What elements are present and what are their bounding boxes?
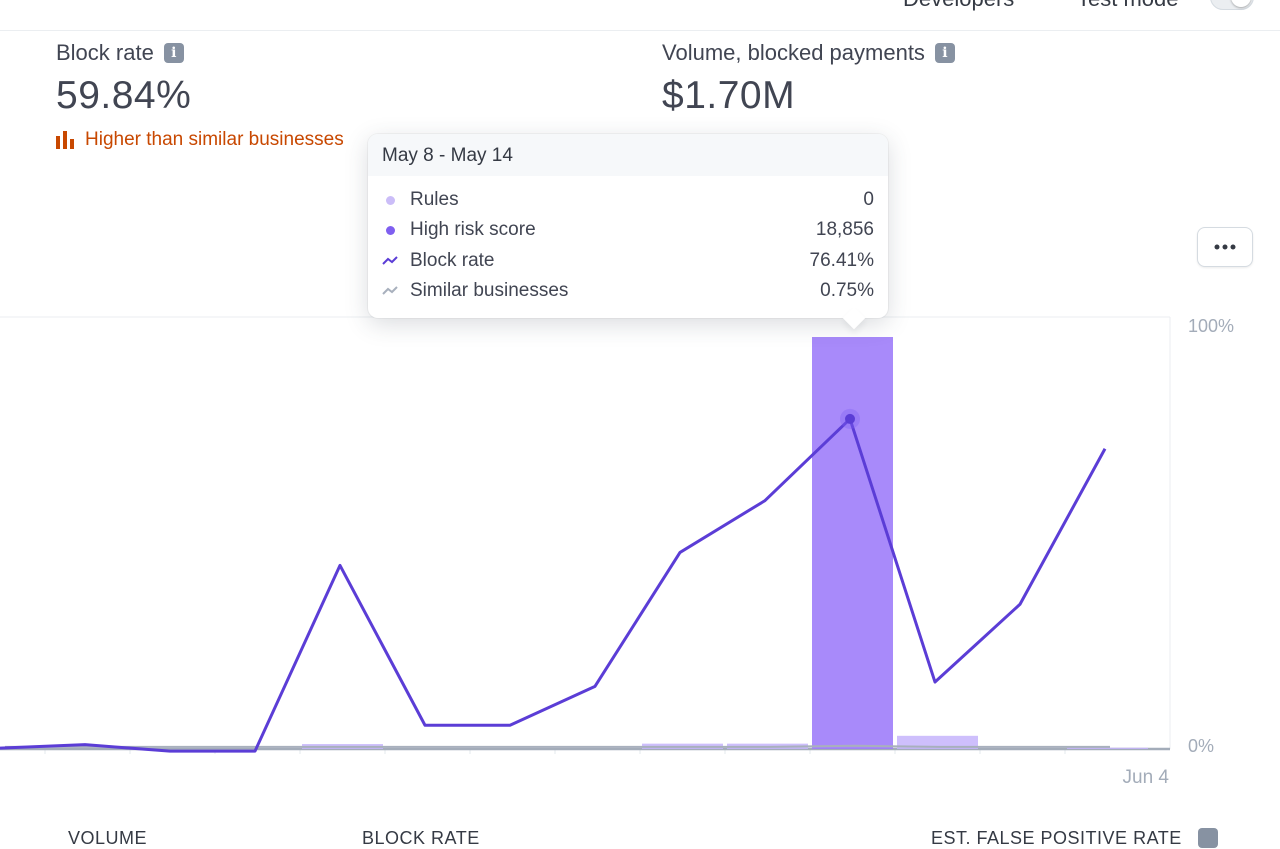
developers-link[interactable]: Developers (903, 0, 1014, 12)
more-options-button[interactable] (1197, 227, 1253, 267)
tooltip-row-label: Rules (410, 189, 459, 211)
rules-dot-icon (382, 195, 398, 205)
high-risk-dot-icon (382, 225, 398, 235)
tooltip-row-label: Similar businesses (410, 280, 569, 302)
volume-blocked-value: $1.70M (662, 74, 796, 117)
bar-chart-icon (56, 131, 74, 149)
info-icon[interactable]: i (934, 43, 955, 63)
similar-businesses-line (5, 744, 1110, 748)
tooltip-row-high-risk: High risk score 18,856 (368, 215, 888, 245)
test-mode-label: Test mode (1077, 0, 1179, 12)
comparison-text: Higher than similar businesses (85, 129, 344, 150)
volume-blocked-metric: Volume, blocked payments i $1.70M (662, 40, 955, 118)
ellipsis-icon (1214, 244, 1236, 250)
tooltip-row-value: 76.41% (809, 249, 874, 271)
tooltip-row-value: 0 (863, 189, 874, 211)
block-rate-metric: Block rate i 59.84% (56, 40, 191, 118)
top-bar: Developers Test mode (0, 0, 1280, 31)
chart-tooltip: May 8 - May 14 Rules 0 High risk score 1… (368, 134, 888, 330)
tooltip-row-rules: Rules 0 (368, 185, 888, 215)
y-axis-label-top: 100% (1188, 316, 1234, 336)
info-icon[interactable] (1198, 828, 1218, 848)
chart-grid (0, 316, 1171, 754)
y-axis-label-bottom: 0% (1188, 736, 1214, 756)
volume-bar (1067, 747, 1148, 749)
tooltip-row-similar: Similar businesses 0.75% (368, 276, 888, 306)
block-rate-label-row: Block rate i (56, 40, 191, 66)
x-axis-label-jun4: Jun 4 (1123, 767, 1170, 788)
comparison-note: Higher than similar businesses (55, 129, 344, 151)
tooltip-row-value: 18,856 (815, 219, 874, 241)
volume-bar (812, 337, 893, 749)
block-rate-line-icon (382, 256, 398, 266)
block-rate-label: Block rate (56, 40, 154, 65)
tooltip-row-value: 0.75% (820, 280, 874, 302)
volume-blocked-label-row: Volume, blocked payments i (662, 40, 955, 66)
similar-line-icon (382, 286, 398, 296)
tooltip-row-label: Block rate (410, 249, 495, 271)
block-rate-value: 59.84% (56, 74, 192, 117)
block-rate-line (0, 417, 1107, 753)
tooltip-row-block-rate: Block rate 76.41% (368, 246, 888, 276)
toggle-knob (1231, 0, 1251, 7)
info-icon[interactable]: i (163, 43, 184, 63)
chart-bars (302, 337, 1148, 749)
volume-blocked-label: Volume, blocked payments (662, 40, 925, 65)
tooltip-title: May 8 - May 14 (368, 134, 888, 176)
tooltip-row-label: High risk score (410, 219, 536, 241)
chart-lines (0, 408, 1110, 753)
tooltip-rows: Rules 0 High risk score 18,856 Block rat… (368, 176, 888, 306)
block-rate-point (845, 413, 855, 424)
